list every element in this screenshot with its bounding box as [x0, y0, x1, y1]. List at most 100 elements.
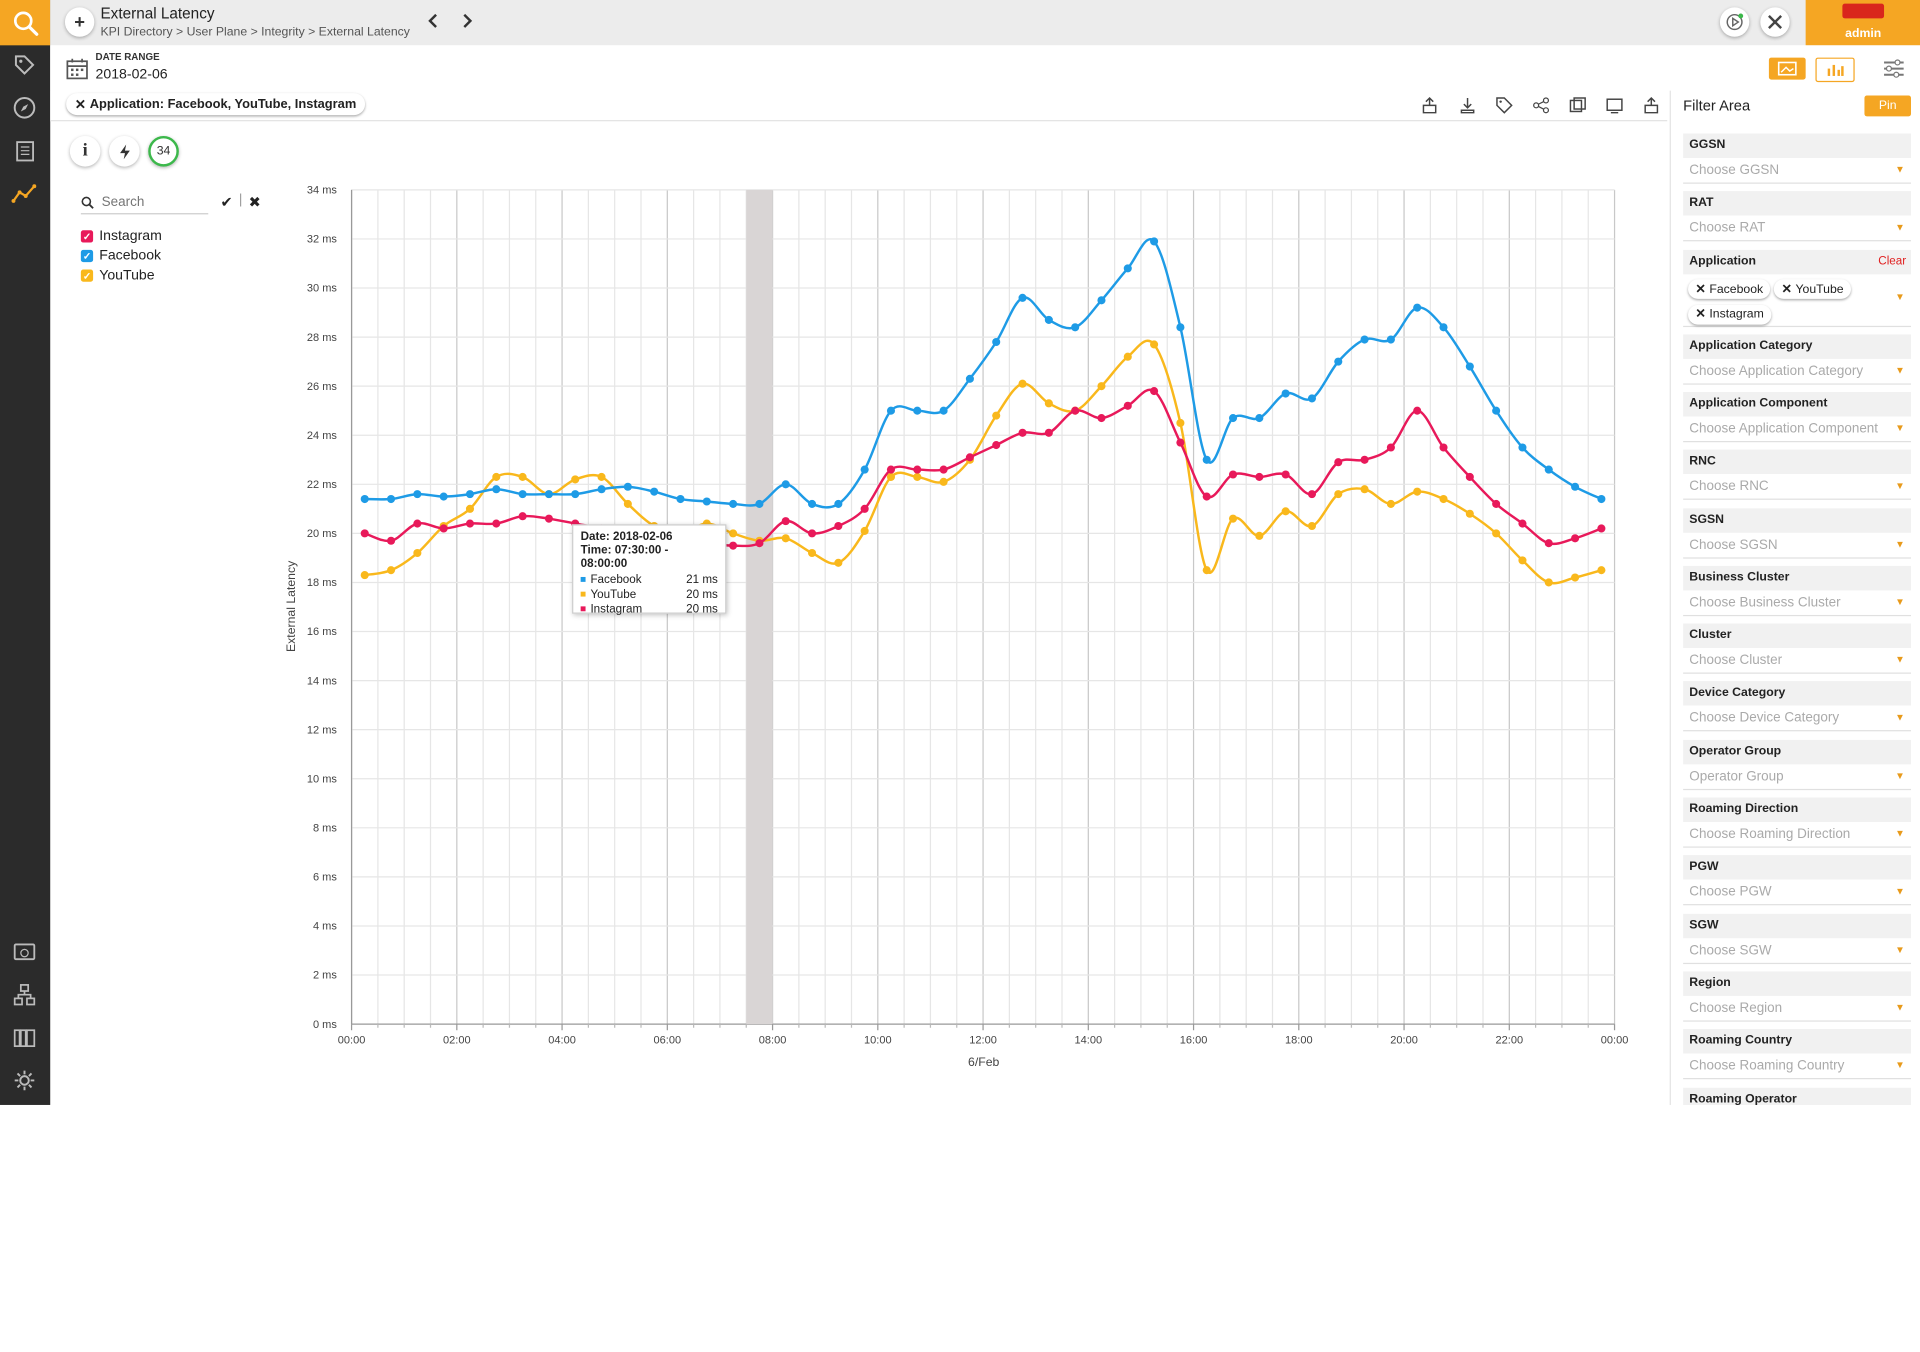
close-icon[interactable]: ✕ [1695, 282, 1706, 296]
pin-button[interactable]: Pin [1864, 95, 1911, 117]
data-point-facebook [755, 499, 764, 508]
chevron-down-icon[interactable]: ▼ [1895, 291, 1905, 303]
data-point-instagram [781, 517, 790, 526]
filter-select[interactable]: Choose RNC ▼ [1683, 474, 1911, 501]
legend-search-input[interactable] [101, 194, 205, 210]
chevron-down-icon[interactable]: ▼ [1895, 828, 1905, 840]
breadcrumb[interactable]: KPI Directory > User Plane > Integrity >… [100, 25, 410, 40]
chevron-down-icon[interactable]: ▼ [1895, 712, 1905, 724]
legend-item[interactable]: ✓ Facebook [80, 246, 265, 266]
image-view-icon[interactable] [1768, 57, 1806, 80]
filter-select[interactable]: Choose Roaming Country ▼ [1683, 1053, 1911, 1080]
filter-select[interactable]: Choose PGW ▼ [1683, 879, 1911, 906]
user-menu[interactable]: admin [1805, 0, 1920, 46]
export-alt-icon[interactable] [1642, 96, 1662, 116]
tag-icon[interactable] [10, 50, 39, 79]
chevron-right-icon[interactable] [458, 11, 475, 37]
chevron-down-icon[interactable]: ▼ [1895, 164, 1905, 176]
legend-checkbox[interactable]: ✓ [80, 269, 94, 282]
filter-select[interactable]: Choose Device Category ▼ [1683, 706, 1911, 732]
chevron-left-icon[interactable] [425, 11, 442, 37]
filter-select[interactable]: Choose SGW ▼ [1683, 937, 1911, 964]
add-button[interactable]: + [64, 7, 95, 37]
library-icon[interactable] [10, 1023, 39, 1052]
data-point-instagram [387, 536, 396, 545]
chevron-down-icon[interactable]: ▼ [1895, 480, 1905, 492]
check-all-icon[interactable]: ✔ [220, 193, 233, 211]
data-point-instagram [1202, 492, 1211, 501]
y-tick-label: 20 ms [307, 528, 337, 540]
filter-select[interactable]: Choose GGSN ▼ [1683, 158, 1911, 184]
trend-chart-icon[interactable] [10, 179, 39, 208]
close-icon[interactable]: ✕ [74, 97, 87, 113]
settings-gear-icon[interactable] [10, 1066, 39, 1095]
legend-search[interactable] [80, 191, 209, 215]
active-filter-chip[interactable]: ✕ Application: Facebook, YouTube, Instag… [66, 93, 365, 116]
filter-select[interactable]: Choose Business Cluster ▼ [1683, 590, 1911, 616]
chevron-down-icon[interactable]: ▼ [1895, 770, 1905, 782]
chevron-down-icon[interactable]: ▼ [1895, 538, 1905, 550]
application-select[interactable]: ✕ Facebook ✕ YouTube ✕ Instagram ▼ [1683, 273, 1911, 327]
filter-select[interactable]: Choose Roaming Direction ▼ [1683, 821, 1911, 848]
sliders-icon[interactable] [1882, 56, 1907, 87]
info-icon[interactable]: i [69, 135, 101, 167]
chevron-down-icon[interactable]: ▼ [1895, 1001, 1905, 1013]
filter-chip[interactable]: ✕ YouTube [1774, 279, 1851, 300]
count-badge[interactable]: 34 [148, 135, 179, 167]
data-point-facebook [413, 490, 422, 499]
legend-item[interactable]: ✓ Instagram [80, 227, 265, 247]
filter-select[interactable]: Choose Application Component ▼ [1683, 416, 1911, 443]
close-icon[interactable]: ✕ [1781, 282, 1792, 296]
data-point-instagram [1465, 472, 1474, 481]
report-icon[interactable] [10, 136, 39, 165]
filter-chip[interactable]: ✕ Facebook [1688, 279, 1771, 300]
filter-select[interactable]: Choose Region ▼ [1683, 995, 1911, 1022]
chevron-down-icon[interactable]: ▼ [1895, 222, 1905, 234]
left-nav [0, 0, 51, 1105]
play-icon[interactable] [1719, 7, 1750, 37]
filter-select[interactable]: Choose SGSN ▼ [1683, 532, 1911, 558]
dashboard-icon[interactable] [10, 937, 39, 966]
compass-icon[interactable] [10, 93, 39, 122]
bolt-icon[interactable] [109, 135, 140, 167]
chevron-down-icon[interactable]: ▼ [1895, 422, 1905, 434]
data-point-youtube [518, 472, 527, 481]
search-icon[interactable] [0, 0, 51, 46]
bar-chart-view-icon[interactable] [1815, 57, 1855, 83]
legend-checkbox[interactable]: ✓ [80, 230, 94, 243]
tag-icon[interactable] [1495, 96, 1515, 116]
copy-icon[interactable] [1568, 96, 1588, 116]
legend-checkbox[interactable]: ✓ [80, 249, 94, 263]
y-tick-label: 22 ms [307, 479, 337, 491]
chevron-down-icon[interactable]: ▼ [1895, 1059, 1905, 1071]
chevron-down-icon[interactable]: ▼ [1895, 364, 1905, 376]
filter-chip[interactable]: ✕ Instagram [1688, 304, 1772, 325]
filter-select[interactable]: Choose Application Category ▼ [1683, 358, 1911, 385]
filter-select[interactable]: Operator Group ▼ [1683, 764, 1911, 790]
data-point-youtube [1123, 352, 1132, 361]
legend-item[interactable]: ✓ YouTube [80, 266, 265, 286]
filter-select[interactable]: Choose Cluster ▼ [1683, 648, 1911, 674]
tooltip-series-name: YouTube [590, 587, 637, 601]
chevron-down-icon[interactable]: ▼ [1895, 886, 1905, 898]
tools-icon[interactable] [1760, 7, 1790, 37]
export-icon[interactable] [1420, 96, 1440, 116]
clear-filter-button[interactable]: Clear [1878, 254, 1907, 268]
chevron-down-icon[interactable]: ▼ [1895, 654, 1905, 666]
hierarchy-icon[interactable] [10, 980, 39, 1009]
filter-select-placeholder: Choose Device Category [1689, 710, 1840, 726]
close-icon[interactable]: ✕ [1695, 307, 1706, 322]
chevron-down-icon[interactable]: ▼ [1895, 943, 1905, 956]
y-tick-label: 26 ms [307, 381, 337, 393]
date-range-value[interactable]: 2018-02-06 [95, 67, 168, 83]
share-icon[interactable] [1531, 96, 1551, 116]
data-point-youtube [807, 548, 817, 558]
filter-label-text: SGSN [1689, 512, 1724, 527]
filter-select[interactable]: Choose RAT ▼ [1683, 215, 1911, 242]
screen-icon[interactable] [1605, 96, 1625, 116]
data-point-facebook [913, 406, 922, 415]
chevron-down-icon[interactable]: ▼ [1895, 596, 1905, 608]
close-icon[interactable]: ✖ [248, 193, 262, 211]
download-icon[interactable] [1458, 96, 1478, 116]
calendar-icon[interactable] [65, 56, 90, 87]
